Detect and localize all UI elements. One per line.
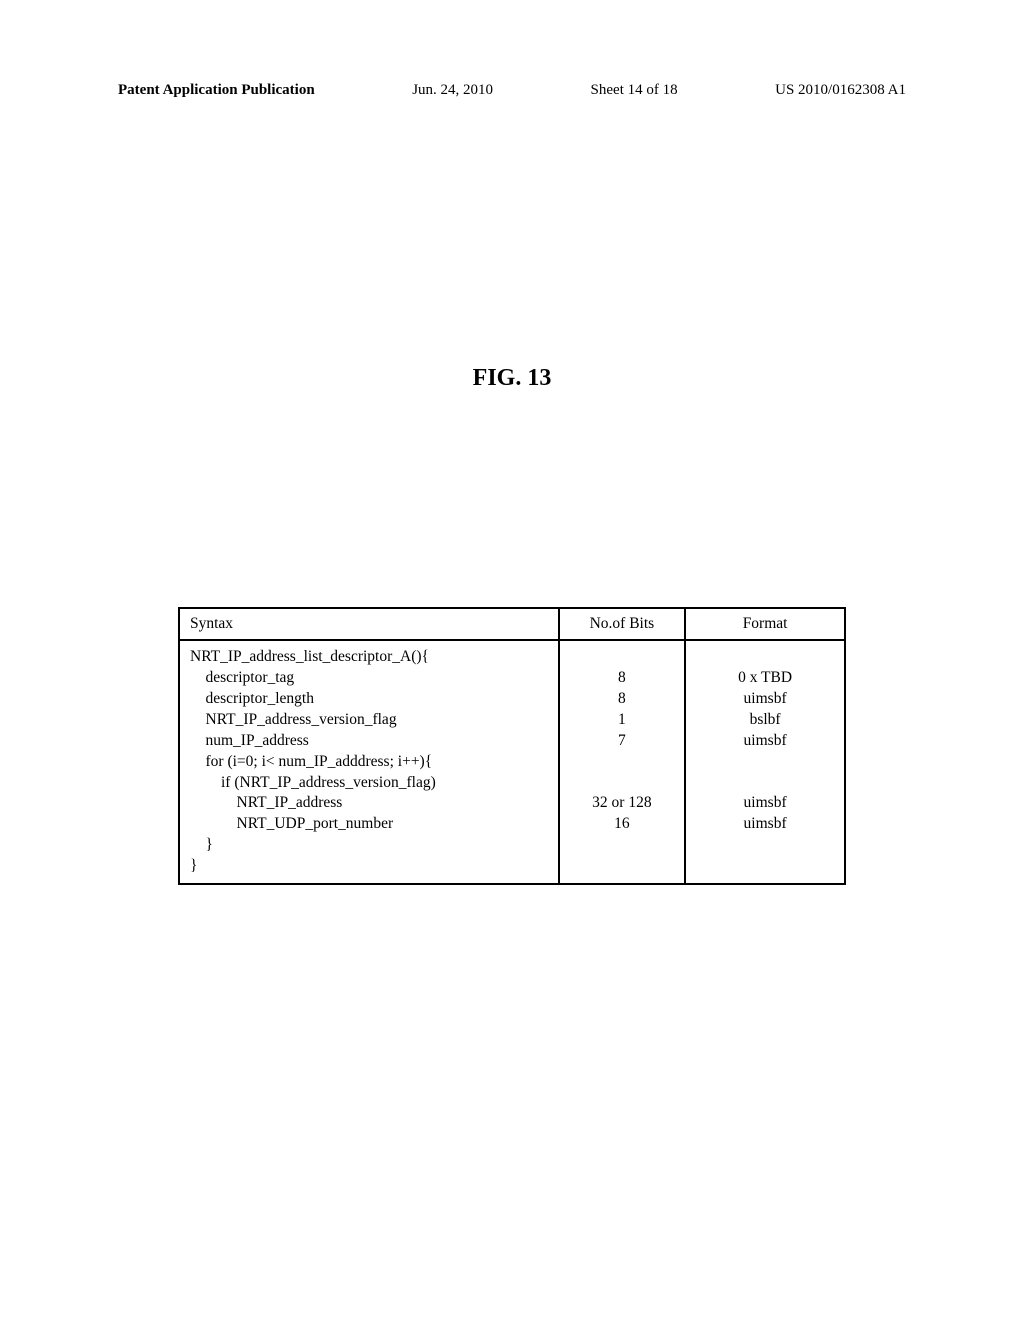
bits-text: 8 8 1 7 32 or 128 16 [570,647,675,835]
header-right: US 2010/0162308 A1 [775,82,906,99]
header-date: Jun. 24, 2010 [412,82,493,99]
header-sheet: Sheet 14 of 18 [591,82,678,99]
syntax-table: Syntax No.of Bits Format NRT_IP_address_… [178,607,846,885]
format-cell: 0 x TBD uimsbf bslbf uimsbf uimsbf uimsb… [685,640,845,884]
col-header-syntax: Syntax [179,608,559,640]
header-left: Patent Application Publication [118,82,315,99]
format-text: 0 x TBD uimsbf bslbf uimsbf uimsbf uimsb… [696,647,834,835]
col-header-format: Format [685,608,845,640]
table-row: NRT_IP_address_list_descriptor_A(){ desc… [179,640,845,884]
col-header-bits: No.of Bits [559,608,686,640]
bits-cell: 8 8 1 7 32 or 128 16 [559,640,686,884]
syntax-cell: NRT_IP_address_list_descriptor_A(){ desc… [179,640,559,884]
figure-label: FIG. 13 [0,365,1024,392]
table-header-row: Syntax No.of Bits Format [179,608,845,640]
page-header: Patent Application Publication Jun. 24, … [118,82,906,99]
